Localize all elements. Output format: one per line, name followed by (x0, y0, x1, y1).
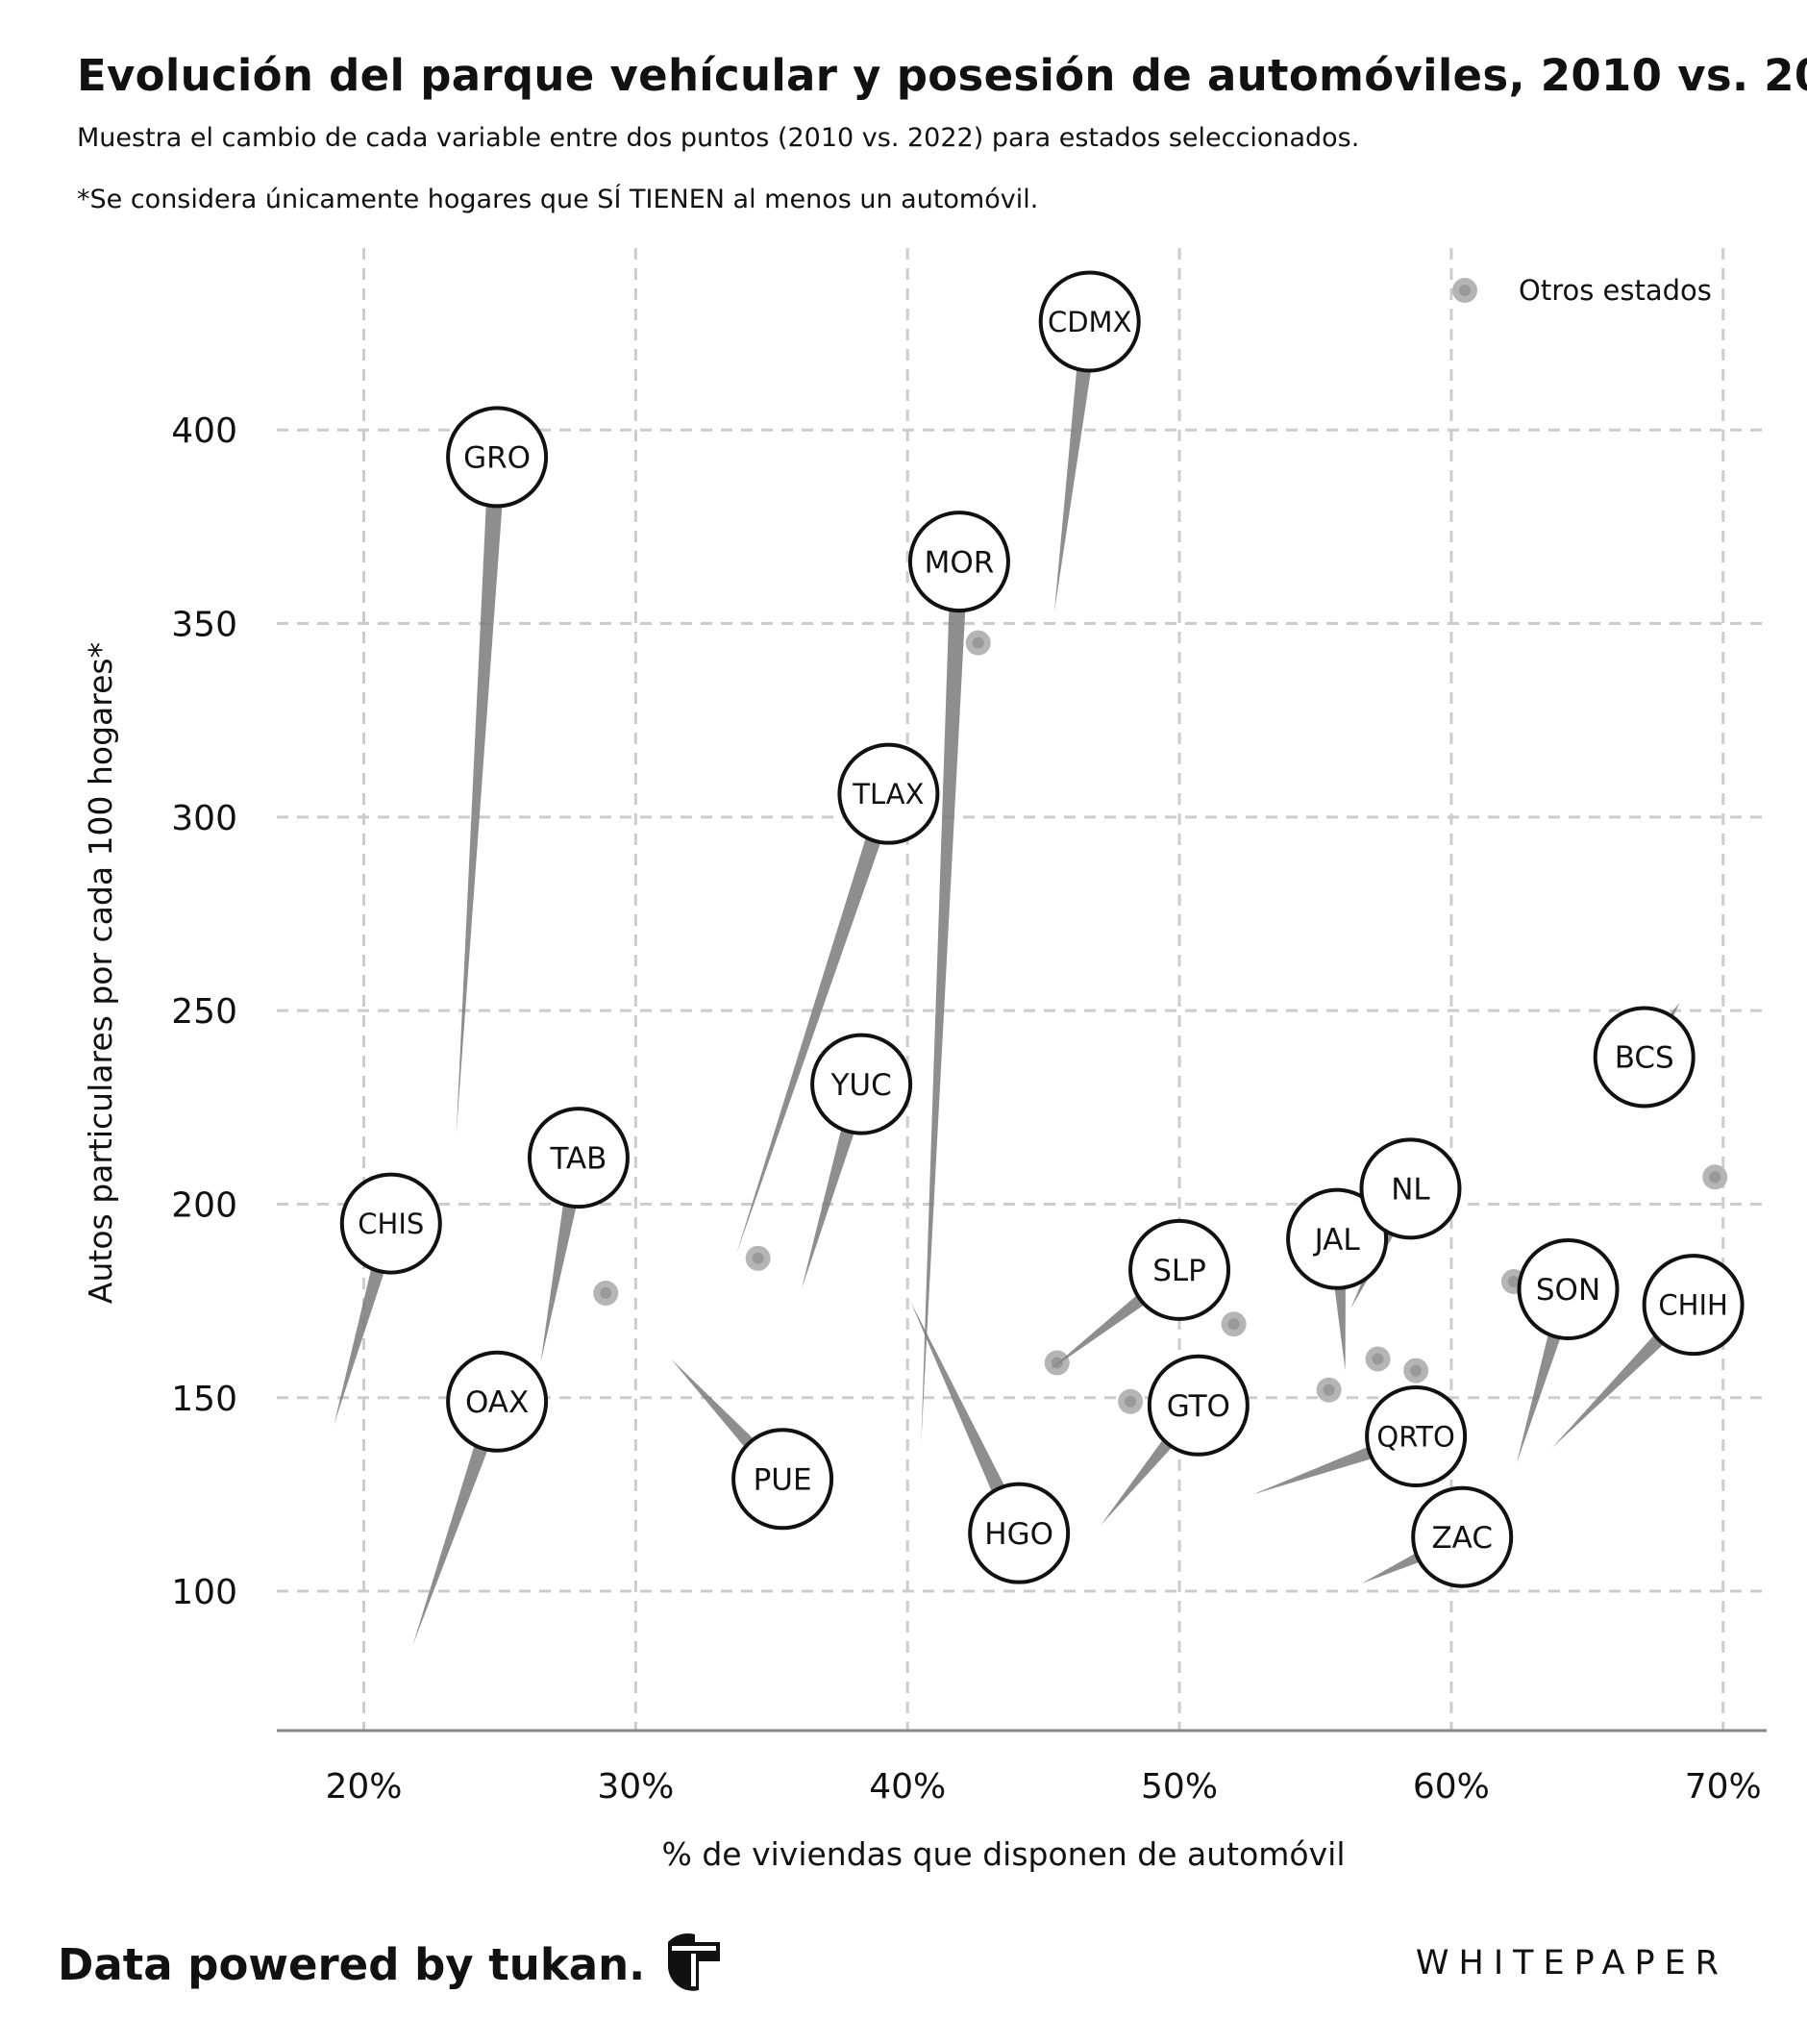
y-tick-label: 400 (171, 411, 237, 451)
legend-marker-core (1459, 285, 1471, 296)
y-tick-label: 250 (171, 992, 237, 1032)
y-tick-label: 350 (171, 606, 237, 645)
footer-credit: Data powered by tukan. (58, 1932, 726, 1996)
x-tick-label: 70% (1685, 1767, 1762, 1807)
bubble-label-bcs: BCS (1615, 1041, 1674, 1076)
bubble-label-jal: JAL (1313, 1223, 1361, 1258)
brand-wordmark: WHITEPAPER (1415, 1944, 1728, 1982)
other-state-point-core (1227, 1318, 1240, 1331)
axes: 20% 30% 40% 50% 60% 70% 100 150 200 250 300 350 400 (171, 411, 1767, 1807)
bubble-chih (1642, 1254, 1745, 1357)
stem-hgo (910, 1301, 1027, 1537)
bubble-label-yuc: YUC (829, 1068, 891, 1103)
bubble-label-oax: OAX (465, 1385, 529, 1420)
stem-oax (412, 1398, 506, 1646)
y-tick-label: 300 (171, 799, 237, 838)
x-tick-label: 50% (1141, 1767, 1218, 1807)
other-state-point-core (1051, 1357, 1063, 1369)
bubble-mor (907, 511, 1010, 613)
bubble-tab (527, 1107, 630, 1209)
bubble-label-nl: NL (1391, 1173, 1430, 1208)
bubble-label-pue: PUE (754, 1462, 812, 1497)
other-state-point-core (1323, 1383, 1335, 1396)
bubble-tlax (837, 742, 940, 845)
bubble-label-son: SON (1536, 1273, 1600, 1308)
bubble-chis (339, 1172, 442, 1275)
x-tick-label: 30% (597, 1767, 674, 1807)
bubble-label-slp: SLP (1152, 1254, 1206, 1288)
other-state-point-core (1709, 1171, 1721, 1184)
y-axis-label: Autos particulares por cada 100 hogares* (82, 642, 119, 1304)
other-state-point-core (1125, 1395, 1137, 1408)
bubble-qrto (1365, 1385, 1468, 1488)
bubble-pue (731, 1428, 834, 1531)
credit-text: Data powered by tukan. (58, 1938, 646, 1990)
bubble-label-mor: MOR (925, 545, 995, 580)
y-tick-label: 200 (171, 1185, 237, 1225)
chart-title: Evolución del parque vehícular y posesió… (77, 50, 1807, 101)
y-tick-label: 100 (171, 1573, 237, 1612)
bubble-son (1517, 1238, 1620, 1341)
bubble-label-gto: GTO (1167, 1389, 1230, 1424)
other-state-point-core (1507, 1275, 1520, 1287)
other-state-point-core (1410, 1364, 1423, 1377)
bubble-label-chis: CHIS (358, 1208, 424, 1240)
bubble-label-tab: TAB (549, 1141, 606, 1176)
stem-cdmx (1053, 320, 1099, 612)
x-tick-label: 20% (326, 1767, 403, 1807)
bubble-label-chih: CHIH (1658, 1289, 1727, 1322)
other-states-points (593, 630, 1728, 1414)
bubble-bcs (1593, 1006, 1696, 1109)
bubble-oax (446, 1350, 549, 1453)
bubble-label-hgo: HGO (984, 1517, 1053, 1552)
bubble-label-gro: GRO (463, 441, 531, 476)
chart-subtitle: Muestra el cambio de cada variable entre… (77, 123, 1360, 153)
x-tick-label: 60% (1413, 1767, 1490, 1807)
bubble-zac (1411, 1485, 1514, 1588)
legend: Otros estados (1452, 274, 1712, 307)
other-state-point-core (1372, 1353, 1384, 1365)
bubble-slp (1128, 1218, 1231, 1321)
bubble-jal (1286, 1187, 1389, 1290)
chart-note: *Se considera únicamente hogares que SÍ … (77, 185, 1039, 214)
state-change-stems (334, 320, 1699, 1646)
bubble-yuc (810, 1033, 913, 1135)
bubble-gro (446, 406, 549, 509)
other-state-point-core (972, 636, 984, 649)
stem-tlax (736, 790, 897, 1255)
stem-mor (921, 561, 968, 1445)
bubble-gto (1147, 1354, 1250, 1457)
tukan-logo-icon (668, 1932, 721, 1991)
other-state-point-core (752, 1252, 764, 1264)
state-bubbles: GRO CHIS TAB OAX PUE YUC TLAX MOR CDMX HGO SLP GTO J… (339, 270, 1745, 1588)
bubble-label-zac: ZAC (1431, 1521, 1493, 1556)
x-tick-label: 40% (869, 1767, 946, 1807)
stem-gro (456, 456, 507, 1134)
bubble-cdmx (1038, 270, 1141, 373)
y-tick-label: 150 (171, 1380, 237, 1419)
bubble-label-tlax: TLAX (852, 778, 924, 810)
other-state-point-core (600, 1287, 612, 1300)
legend-label: Otros estados (1519, 274, 1712, 307)
bubble-label-cdmx: CDMX (1048, 306, 1131, 338)
x-axis-label: % de viviendas que disponen de automóvil (662, 1835, 1346, 1873)
bubble-hgo (968, 1482, 1071, 1584)
bubble-label-qrto: QRTO (1376, 1420, 1454, 1453)
bubble-nl (1359, 1137, 1462, 1240)
